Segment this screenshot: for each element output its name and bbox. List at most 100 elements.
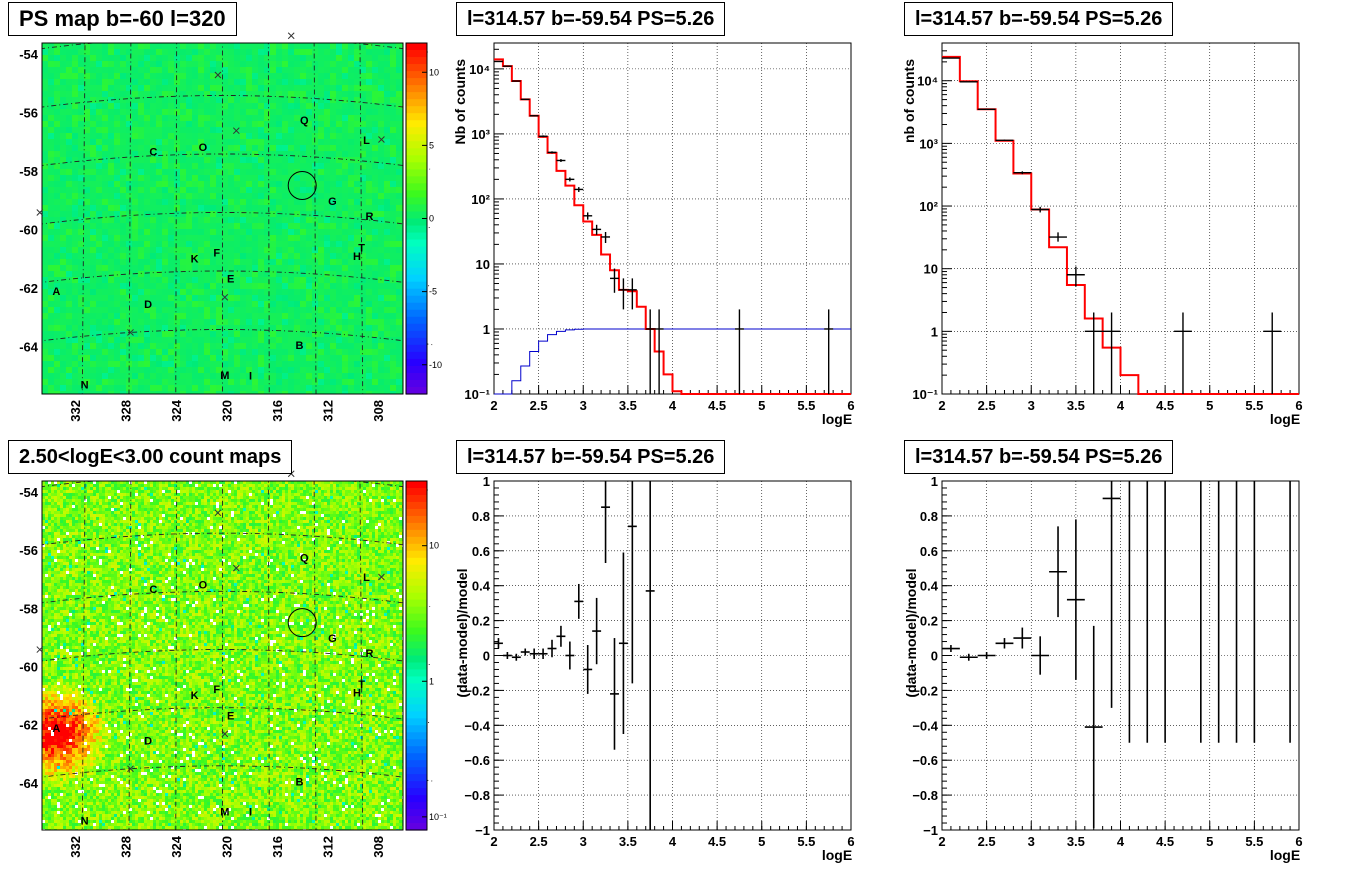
map-pixel bbox=[156, 490, 159, 493]
map-pixel bbox=[87, 502, 90, 505]
map-pixel bbox=[204, 253, 210, 259]
map-pixel bbox=[96, 502, 99, 505]
map-pixel bbox=[282, 337, 288, 343]
map-pixel bbox=[174, 187, 180, 193]
map-pixel bbox=[135, 502, 138, 505]
map-pixel bbox=[252, 109, 258, 115]
map-pixel bbox=[96, 331, 102, 337]
map-pixel bbox=[372, 151, 378, 157]
map-pixel bbox=[174, 343, 180, 349]
map-pixel bbox=[84, 217, 90, 223]
map-pixel bbox=[114, 43, 120, 49]
map-pixel bbox=[393, 496, 396, 499]
map-pixel bbox=[231, 499, 234, 502]
map-pixel bbox=[147, 490, 150, 493]
colorbar-band bbox=[406, 176, 427, 184]
map-pixel bbox=[348, 241, 354, 247]
map-pixel bbox=[282, 199, 288, 205]
map-lat-tick: -60 bbox=[19, 223, 38, 238]
map-pixel bbox=[228, 343, 234, 349]
map-pixel bbox=[60, 331, 66, 337]
map-pixel bbox=[42, 127, 48, 133]
map-pixel bbox=[342, 493, 345, 496]
map-pixel bbox=[144, 169, 150, 175]
map-pixel bbox=[150, 109, 156, 115]
map-pixel bbox=[318, 349, 324, 355]
map-pixel bbox=[162, 127, 168, 133]
map-pixel bbox=[204, 496, 207, 499]
map-pixel bbox=[174, 157, 180, 163]
map-pixel bbox=[180, 289, 186, 295]
map-pixel bbox=[108, 343, 114, 349]
map-pixel bbox=[156, 235, 162, 241]
map-pixel bbox=[162, 205, 168, 211]
map-pixel bbox=[90, 385, 96, 391]
map-pixel bbox=[390, 313, 396, 319]
map-pixel bbox=[42, 193, 48, 199]
map-pixel bbox=[99, 487, 102, 490]
map-pixel bbox=[348, 103, 354, 109]
map-pixel bbox=[96, 496, 99, 499]
map-pixel bbox=[246, 307, 252, 313]
map-pixel bbox=[390, 493, 393, 496]
map-pixel bbox=[90, 325, 96, 331]
map-pixel bbox=[201, 487, 204, 490]
map-pixel bbox=[312, 43, 318, 49]
map-pixel bbox=[366, 484, 369, 487]
map-pixel bbox=[276, 49, 282, 55]
map-pixel bbox=[276, 91, 282, 97]
map-pixel bbox=[336, 103, 342, 109]
map-pixel bbox=[198, 361, 204, 367]
map-pixel bbox=[156, 67, 162, 73]
map-pixel bbox=[282, 169, 288, 175]
map-pixel bbox=[132, 283, 138, 289]
map-pixel bbox=[102, 151, 108, 157]
map-pixel bbox=[360, 343, 366, 349]
map-pixel bbox=[258, 175, 264, 181]
map-pixel bbox=[78, 217, 84, 223]
map-pixel bbox=[72, 361, 78, 367]
map-pixel bbox=[60, 289, 66, 295]
map-pixel bbox=[390, 61, 396, 67]
map-pixel bbox=[108, 175, 114, 181]
map-pixel bbox=[348, 349, 354, 355]
map-pixel bbox=[246, 55, 252, 61]
map-pixel bbox=[165, 502, 168, 505]
map-pixel bbox=[294, 61, 300, 67]
map-pixel bbox=[138, 502, 141, 505]
map-pixel bbox=[81, 493, 84, 496]
map-pixel bbox=[390, 163, 396, 169]
map-pixel bbox=[114, 502, 117, 505]
map-pixel bbox=[270, 211, 276, 217]
map-pixel bbox=[366, 259, 372, 265]
map-pixel bbox=[150, 349, 156, 355]
map-pixel bbox=[300, 373, 306, 379]
map-pixel bbox=[252, 271, 258, 277]
map-pixel bbox=[60, 241, 66, 247]
map-pixel bbox=[162, 313, 168, 319]
map-pixel bbox=[282, 385, 288, 391]
map-pixel bbox=[396, 295, 402, 301]
map-pixel bbox=[114, 163, 120, 169]
map-pixel bbox=[255, 496, 258, 499]
map-pixel bbox=[78, 157, 84, 163]
map-pixel bbox=[324, 187, 330, 193]
map-pixel bbox=[324, 496, 327, 499]
map-pixel bbox=[144, 499, 147, 502]
map-pixel bbox=[168, 43, 174, 49]
map-pixel bbox=[96, 103, 102, 109]
map-pixel bbox=[72, 301, 78, 307]
map-pixel bbox=[144, 91, 150, 97]
map-pixel bbox=[336, 265, 342, 271]
map-pixel bbox=[306, 484, 309, 487]
map-pixel bbox=[252, 265, 258, 271]
map-pixel bbox=[363, 487, 366, 490]
map-pixel bbox=[180, 313, 186, 319]
map-pixel bbox=[108, 355, 114, 361]
map-pixel bbox=[198, 499, 201, 502]
map-pixel bbox=[102, 343, 108, 349]
map-pixel bbox=[366, 325, 372, 331]
map-pixel bbox=[138, 229, 144, 235]
map-pixel bbox=[384, 103, 390, 109]
map-pixel bbox=[174, 385, 180, 391]
